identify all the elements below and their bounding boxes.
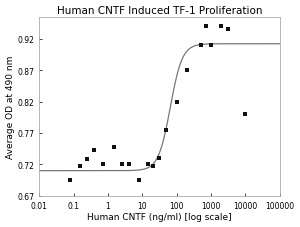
Point xyxy=(92,148,97,152)
Point xyxy=(198,44,203,48)
Point xyxy=(136,178,141,182)
Point xyxy=(219,25,224,29)
Point xyxy=(146,163,151,166)
Title: Human CNTF Induced TF-1 Proliferation: Human CNTF Induced TF-1 Proliferation xyxy=(57,5,262,15)
Point xyxy=(174,100,179,104)
X-axis label: Human CNTF (ng/ml) [log scale]: Human CNTF (ng/ml) [log scale] xyxy=(87,212,232,222)
Point xyxy=(119,163,124,166)
Point xyxy=(209,44,214,48)
Point xyxy=(156,157,161,160)
Point xyxy=(68,178,73,182)
Point xyxy=(150,164,155,168)
Point xyxy=(77,164,82,168)
Y-axis label: Average OD at 490 nm: Average OD at 490 nm xyxy=(6,55,15,158)
Point xyxy=(112,145,116,149)
Point xyxy=(225,28,230,32)
Point xyxy=(203,25,208,29)
Point xyxy=(164,128,169,132)
Point xyxy=(100,163,105,166)
Point xyxy=(185,69,190,73)
Point xyxy=(243,113,248,116)
Point xyxy=(126,163,131,166)
Point xyxy=(85,158,90,161)
